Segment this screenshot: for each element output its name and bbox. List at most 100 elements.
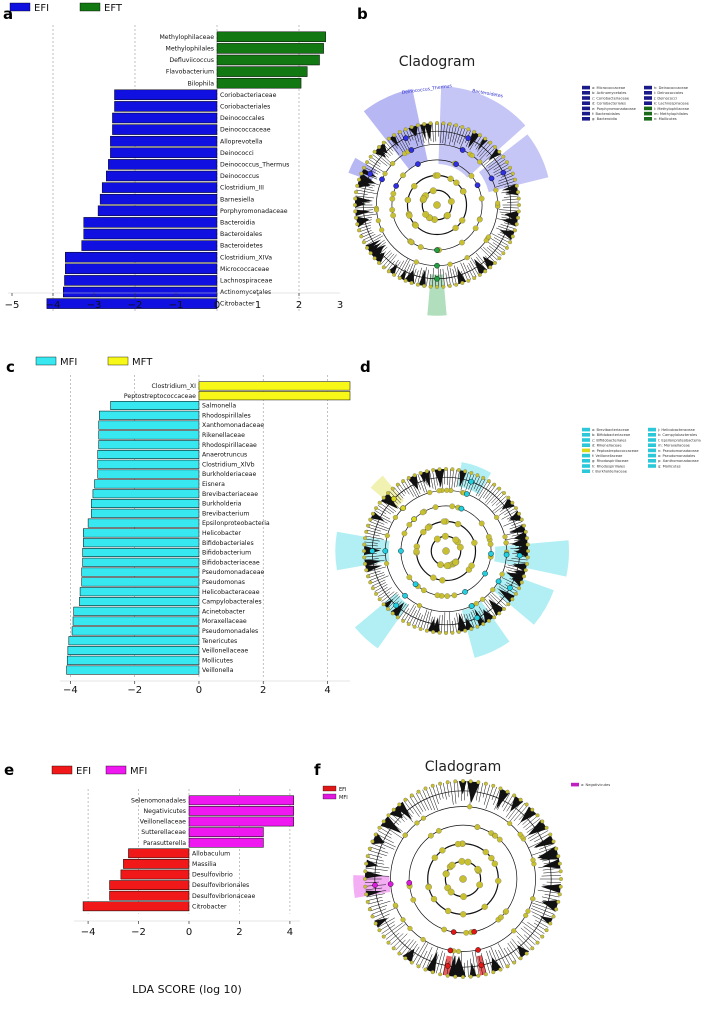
clade-wedge [381, 816, 402, 834]
leaf-branch [364, 541, 378, 544]
leaf-node [504, 160, 509, 165]
root-node [442, 547, 450, 555]
leaf-node [386, 940, 391, 945]
leaf-branch [531, 905, 555, 915]
leaf-branch [440, 123, 442, 144]
bar-c-20 [81, 577, 200, 587]
bar-c-12 [91, 499, 200, 508]
leaf-branch [498, 949, 507, 967]
leaf-node [516, 209, 521, 214]
leaf-node [370, 839, 375, 844]
key-swatch [648, 438, 656, 442]
panel-label-e: e [4, 761, 14, 779]
leaf-branch [370, 518, 385, 525]
leaf-branch [453, 781, 457, 804]
leaf-branch [473, 476, 481, 490]
leaf-node [403, 127, 408, 132]
key-label: l: Methylophilaceae [654, 107, 690, 111]
leaf-branch [374, 151, 391, 166]
leaf-node [502, 607, 506, 611]
bar-c-26 [68, 636, 200, 646]
leaf-branch [454, 469, 457, 488]
leaf-node [493, 145, 497, 149]
leaf-branch [368, 899, 384, 905]
legend-label-efi: EFI [76, 766, 91, 777]
leaf-branch [515, 930, 534, 948]
leaf-branch [509, 802, 526, 822]
leaf-branch [482, 483, 494, 499]
leaf-branch [369, 574, 386, 581]
tree-node [412, 222, 419, 229]
leaf-branch [474, 135, 482, 147]
legend-f-mfi-swatch [322, 793, 337, 800]
leaf-node [377, 597, 382, 602]
leaf-node [406, 475, 411, 480]
tree-node [437, 561, 444, 569]
leaf-branch [429, 470, 434, 489]
bar-c-28 [66, 655, 200, 665]
leaf-branch [474, 950, 480, 976]
leaf-branch [456, 126, 463, 143]
tree-node [384, 533, 390, 539]
key-label: i: Burkholderiaceae [592, 470, 628, 474]
bar-label: Brevibacteriaceae [202, 491, 258, 498]
leaf-branch [543, 871, 561, 874]
bar-c-19 [81, 567, 200, 577]
leaf-branch [486, 154, 502, 167]
leaf-node [363, 869, 368, 874]
lda-chart-c: Clostridium_XI Peptostreptococcaceae Salmo… [35, 356, 351, 696]
key-swatch [582, 111, 590, 116]
tree-node [428, 832, 434, 839]
leaf-node [355, 183, 360, 188]
leaf-branch [387, 260, 395, 271]
leaf-branch [539, 843, 555, 850]
leaf-branch [367, 857, 384, 862]
leaf-branch [459, 127, 466, 145]
leaf-branch [400, 131, 411, 151]
bar-label: Barnesiella [220, 196, 254, 203]
leaf-node [540, 819, 545, 824]
bar-label: Rhodospirillaceae [202, 442, 257, 449]
leaf-branch [507, 559, 528, 564]
key-swatch [648, 459, 656, 463]
key-label: a: Micrococcaceae [592, 86, 626, 90]
bar-label: Bifidobacteriales [202, 540, 254, 547]
leaf-branch [441, 614, 443, 633]
tree-node [452, 536, 460, 544]
leaf-node [525, 542, 530, 547]
key-swatch [644, 117, 652, 121]
leaf-node [460, 125, 465, 129]
leaf-node [444, 467, 448, 471]
bar-label: Bifidobacteriaceae [202, 559, 260, 566]
leaf-node [372, 256, 377, 261]
leaf-branch [478, 610, 486, 624]
leaf-branch [454, 617, 457, 633]
leaf-node [525, 561, 529, 566]
leaf-branch [445, 272, 448, 287]
leaf-branch [395, 939, 406, 951]
legend-f-mfi-label: MFI [339, 795, 348, 801]
bar-label: Deinococcus [220, 173, 259, 180]
leaf-branch [365, 887, 383, 891]
leaf-branch [485, 487, 498, 503]
tree-node [425, 884, 432, 891]
key-label: n: Pseudomonadaceae [658, 449, 700, 453]
leaf-node [456, 468, 461, 472]
leaf-branch [491, 592, 507, 607]
bar-label: Parasutterella [143, 840, 186, 847]
key-label: n: Mollicutes [654, 117, 677, 121]
leaf-node [412, 624, 417, 629]
key-swatch [582, 117, 590, 121]
leaf-node [513, 228, 517, 233]
leaf-node [401, 618, 406, 623]
tree-node [478, 520, 485, 527]
leaf-branch [383, 591, 398, 605]
key-label: g: Rhodospirillaceae [592, 459, 629, 463]
leaf-node [423, 786, 428, 791]
panel-label-c: c [6, 358, 15, 376]
leaf-node [450, 467, 455, 472]
leaf-branch [405, 129, 412, 142]
leaf-branch [398, 938, 411, 953]
tree-node [433, 535, 441, 543]
leaf-node [377, 261, 381, 265]
